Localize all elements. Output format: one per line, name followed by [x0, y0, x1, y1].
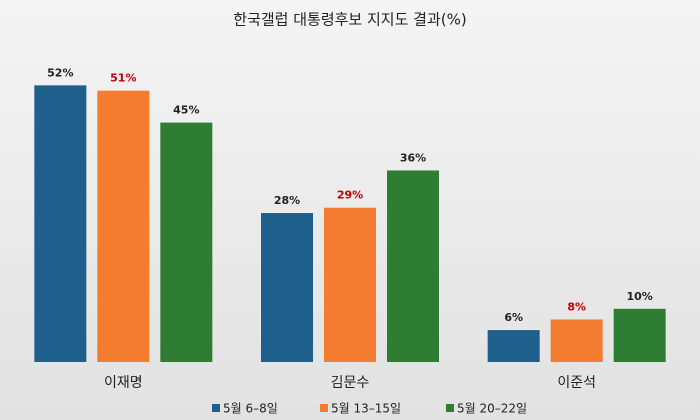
legend-swatch	[320, 404, 328, 412]
legend-label: 5월 13–15일	[331, 402, 401, 416]
bar	[324, 207, 376, 362]
bar	[97, 90, 150, 363]
bar	[487, 330, 540, 362]
data-label: 45%	[173, 104, 199, 117]
data-label: 36%	[400, 151, 426, 164]
data-label: 6%	[504, 311, 523, 324]
bar	[160, 122, 213, 362]
bar	[34, 85, 87, 363]
x-tick-label: 이준석	[557, 375, 596, 391]
data-label: 29%	[337, 189, 363, 202]
data-label: 52%	[47, 66, 73, 79]
x-tick-label: 이재명	[104, 375, 143, 391]
legend-label: 5월 6–8일	[223, 402, 278, 416]
data-label: 51%	[110, 72, 136, 85]
data-label: 10%	[626, 290, 652, 303]
bar	[261, 213, 313, 362]
legend-swatch	[212, 404, 220, 412]
bar	[550, 319, 603, 362]
data-label: 8%	[567, 300, 586, 313]
legend-swatch	[446, 404, 454, 412]
bar	[387, 170, 439, 362]
legend-label: 5월 20–22일	[457, 402, 527, 416]
bar	[613, 308, 666, 362]
chart-title: 한국갤럽 대통령후보 지지도 결과(%)	[233, 11, 466, 29]
x-tick-label: 김문수	[331, 375, 370, 391]
data-label: 28%	[274, 194, 300, 207]
